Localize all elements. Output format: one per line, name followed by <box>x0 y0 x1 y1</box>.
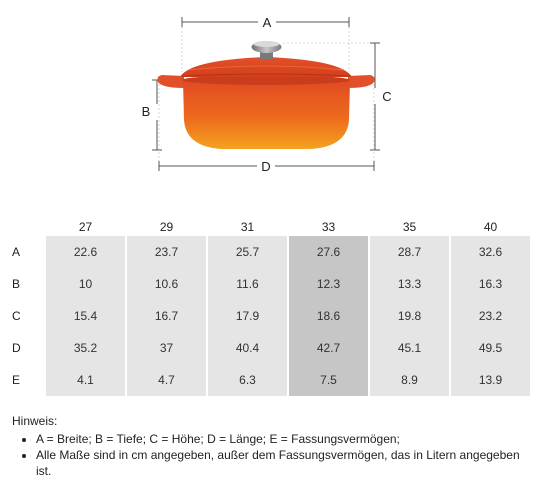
table-cell: 23.2 <box>451 300 530 332</box>
column-header: 35 <box>402 220 417 234</box>
row-label: D <box>12 341 21 355</box>
table-cell: 10 <box>46 268 125 300</box>
row-label: A <box>12 245 21 259</box>
dimension-label-a: A <box>263 15 272 30</box>
row-label: C <box>12 309 21 323</box>
table-cell-highlighted: 7.5 <box>289 364 368 396</box>
table-row: B 10 10.6 11.6 12.3 13.3 16.3 <box>2 268 530 300</box>
table-row: C 15.4 16.7 17.9 18.6 19.8 23.2 <box>2 300 530 332</box>
column-header: 29 <box>159 220 174 234</box>
table-cell: 32.6 <box>451 236 530 268</box>
table-cell: 25.7 <box>208 236 287 268</box>
column-header: 33 <box>321 220 336 234</box>
table-cell: 35.2 <box>46 332 125 364</box>
column-header: 40 <box>483 220 498 234</box>
table-cell-highlighted: 18.6 <box>289 300 368 332</box>
notes-heading: Hinweis: <box>12 414 58 428</box>
table-cell: 15.4 <box>46 300 125 332</box>
pot-dimension-diagram: A B C D <box>142 15 392 174</box>
table-cell: 11.6 <box>208 268 287 300</box>
table-cell-highlighted: 42.7 <box>289 332 368 364</box>
table-cell: 16.3 <box>451 268 530 300</box>
dimension-b: B <box>142 79 162 151</box>
dimension-label-c: C <box>382 89 391 104</box>
table-cell: 6.3 <box>208 364 287 396</box>
pot-illustration <box>157 41 375 149</box>
row-label: B <box>12 277 21 291</box>
dimension-a: A <box>181 15 350 72</box>
table-cell: 37 <box>127 332 206 364</box>
notes-item: Alle Maße sind in cm angegeben, außer de… <box>36 447 532 479</box>
table-row: E 4.1 4.7 6.3 7.5 8.9 13.9 <box>2 364 530 396</box>
table-cell: 10.6 <box>127 268 206 300</box>
dimension-label-d: D <box>261 159 270 174</box>
table-cell: 23.7 <box>127 236 206 268</box>
table-cell: 13.3 <box>370 268 449 300</box>
notes-list: A = Breite; B = Tiefe; C = Höhe; D = Län… <box>12 431 532 479</box>
table-cell: 28.7 <box>370 236 449 268</box>
column-header: 31 <box>240 220 255 234</box>
table-cell: 40.4 <box>208 332 287 364</box>
table-cell: 45.1 <box>370 332 449 364</box>
table-cell: 16.7 <box>127 300 206 332</box>
row-label: E <box>12 373 21 387</box>
table-cell: 49.5 <box>451 332 530 364</box>
column-header: 27 <box>78 220 93 234</box>
table-cell: 8.9 <box>370 364 449 396</box>
dimension-c: C <box>283 42 392 151</box>
table-row: A 22.6 23.7 25.7 27.6 28.7 32.6 <box>2 236 530 268</box>
table-cell: 22.6 <box>46 236 125 268</box>
table-cell: 4.1 <box>46 364 125 396</box>
dimension-d: D <box>158 80 375 174</box>
lid-knob-icon <box>251 41 282 59</box>
table-row: D 35.2 37 40.4 42.7 45.1 49.5 <box>2 332 530 364</box>
table-cell-highlighted: 27.6 <box>289 236 368 268</box>
notes-section: Hinweis: A = Breite; B = Tiefe; C = Höhe… <box>12 413 532 479</box>
dimension-label-b: B <box>142 104 151 119</box>
table-cell-highlighted: 12.3 <box>289 268 368 300</box>
table-cell: 4.7 <box>127 364 206 396</box>
notes-item: A = Breite; B = Tiefe; C = Höhe; D = Län… <box>36 431 532 447</box>
table-corner <box>2 218 44 236</box>
table-cell: 17.9 <box>208 300 287 332</box>
table-header-row: 27 29 31 33 35 40 <box>2 218 530 236</box>
table-cell: 13.9 <box>451 364 530 396</box>
table-cell: 19.8 <box>370 300 449 332</box>
size-table: 27 29 31 33 35 40 A 22.6 23.7 25.7 27.6 … <box>0 218 532 396</box>
